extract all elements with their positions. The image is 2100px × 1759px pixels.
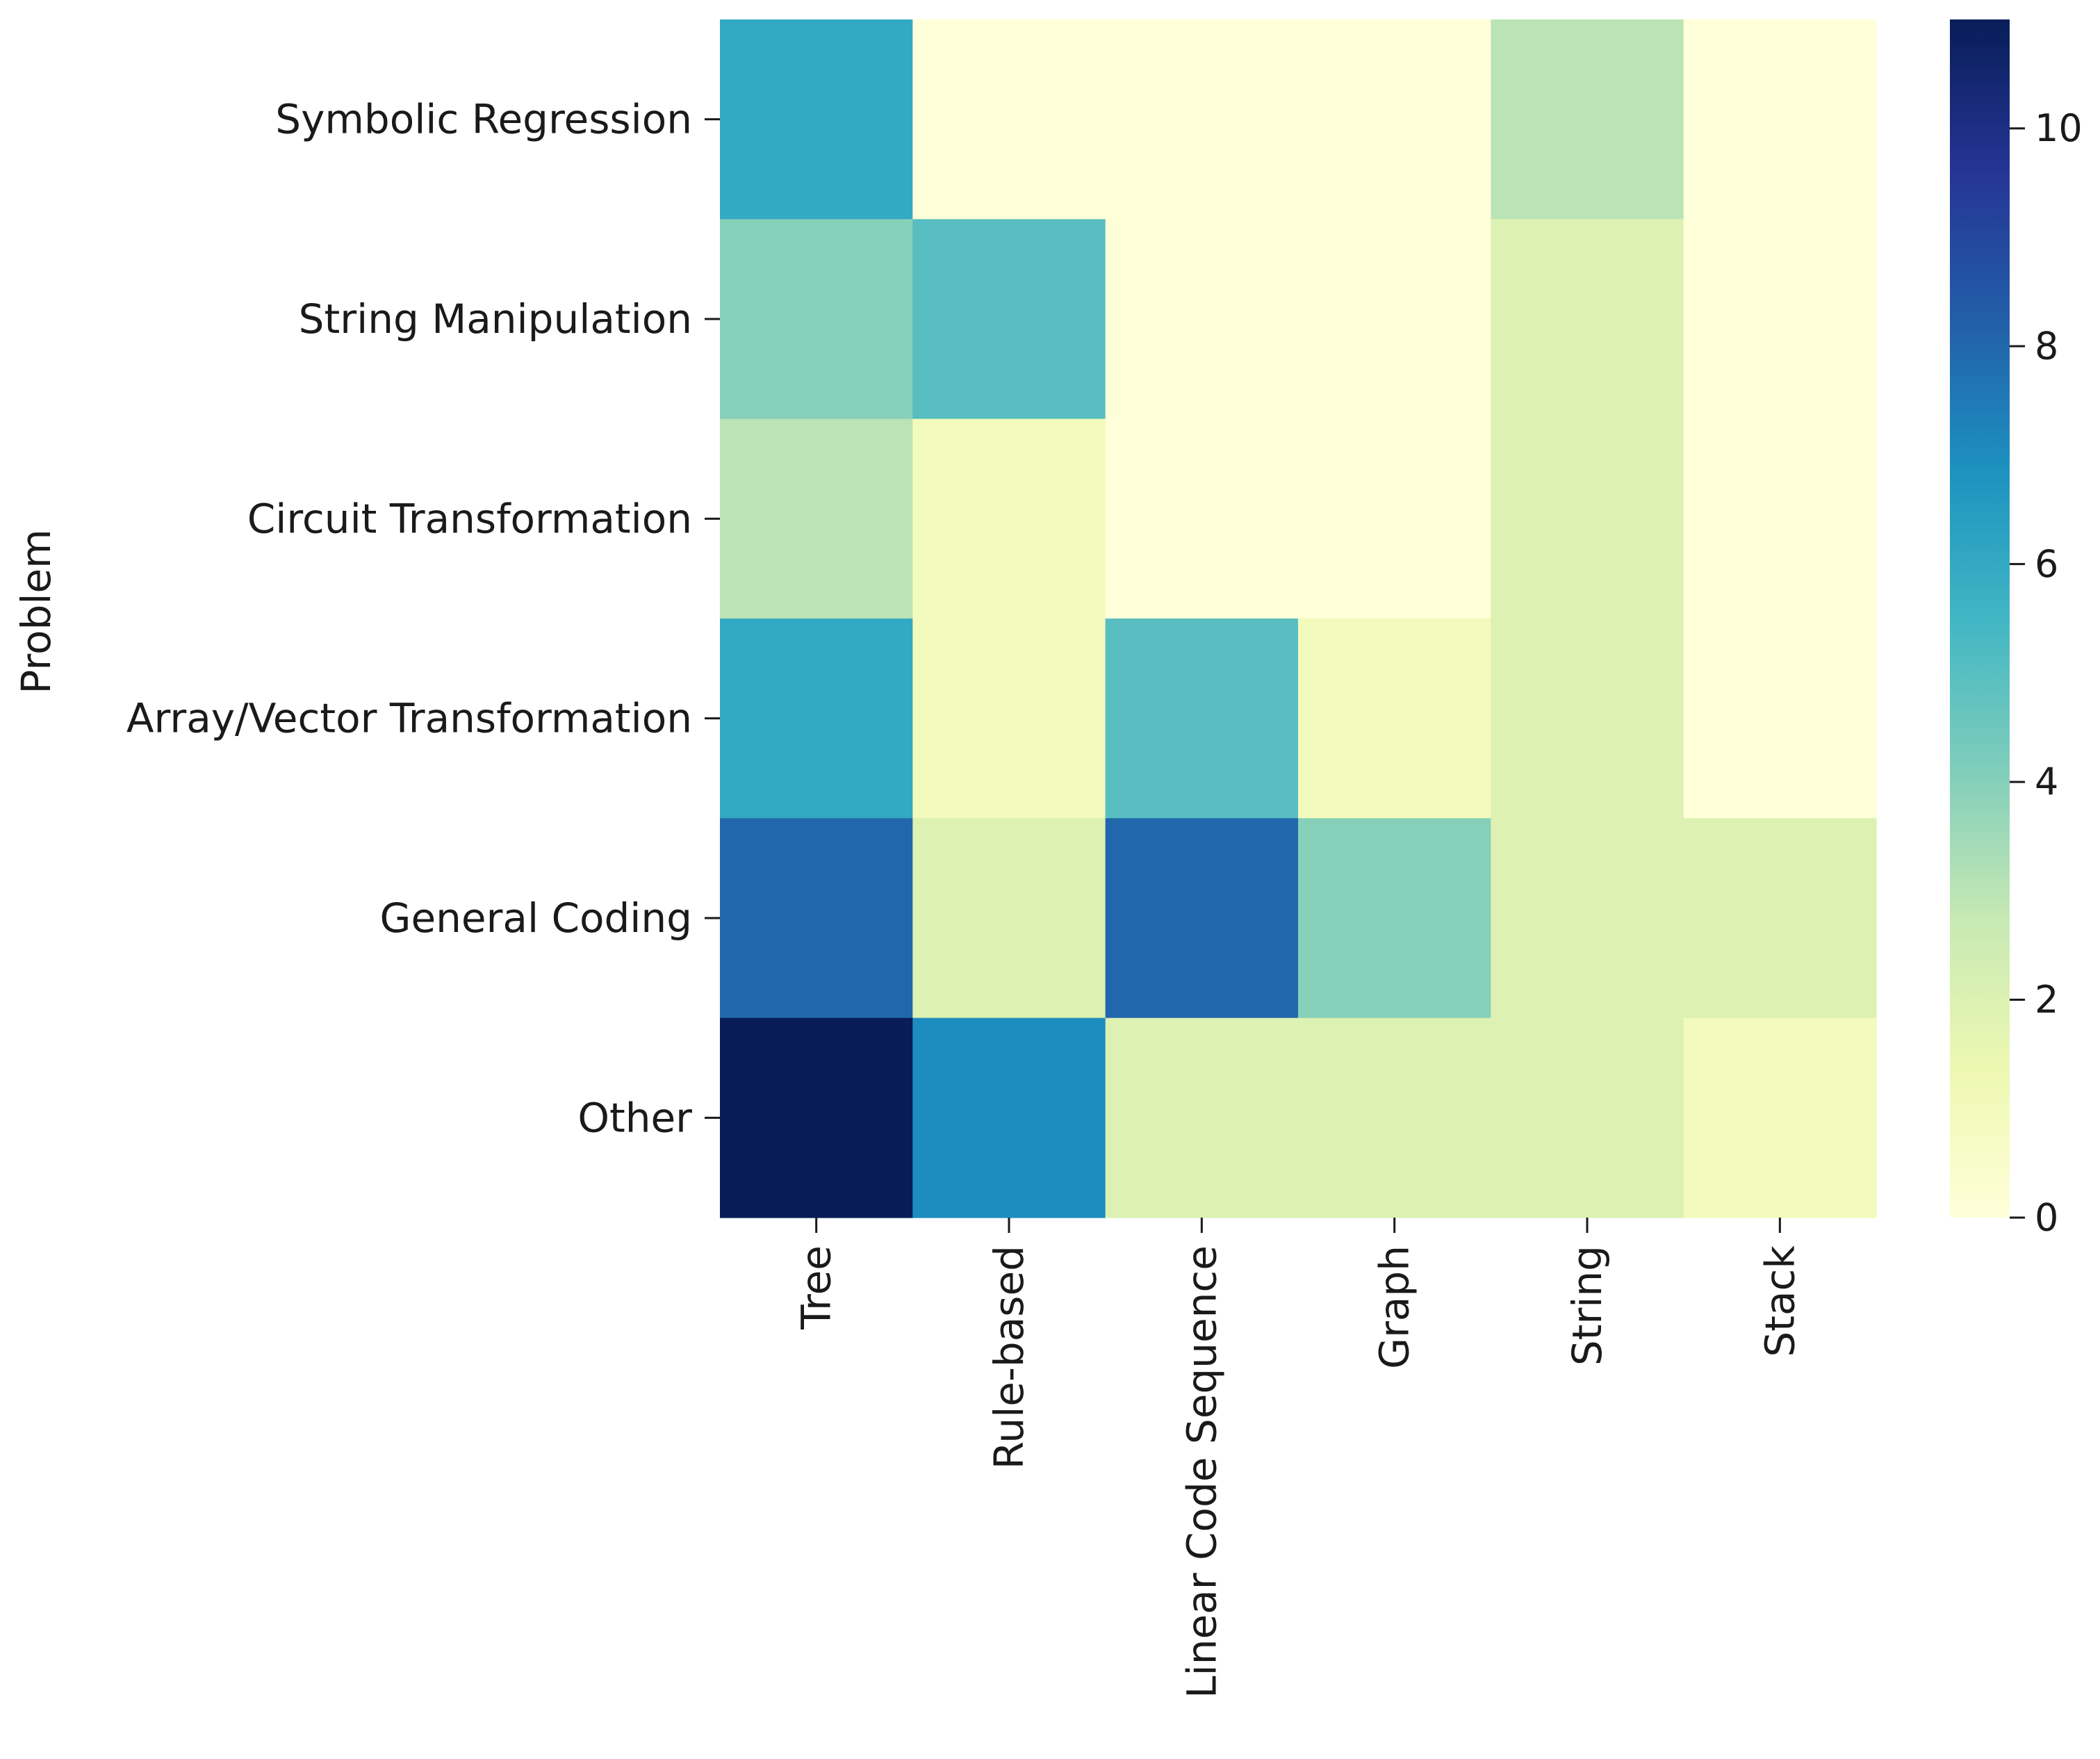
heatmap-cell (1298, 418, 1491, 619)
colorbar-tick-label: 2 (2035, 978, 2058, 1022)
heatmap-cell (1105, 418, 1299, 619)
y-tick-label: Array/Vector Transformation (126, 695, 692, 742)
heatmap-cells (720, 19, 1877, 1218)
x-tick-label: Rule-based (985, 1245, 1033, 1469)
heatmap-cell (912, 619, 1106, 819)
heatmap-cell (1491, 19, 1684, 220)
heatmap-cell (1683, 619, 1877, 819)
colorbar-tick-label: 8 (2035, 325, 2058, 368)
colorbar-tick-label: 0 (2035, 1196, 2058, 1240)
heatmap-cell (1105, 619, 1299, 819)
x-axis-ticks: Tree Rule-based Linear Code Sequence Graph S… (793, 1218, 1803, 1699)
heatmap-cell (912, 818, 1106, 1019)
y-tick-label: General Coding (380, 894, 693, 942)
heatmap-cell (1298, 619, 1491, 819)
heatmap-cell (1298, 219, 1491, 420)
heatmap-cell (720, 418, 913, 619)
heatmap-cell (1298, 19, 1491, 220)
heatmap-cell (1683, 418, 1877, 619)
y-axis-label: Problem (13, 529, 60, 694)
x-tick-label: Tree (793, 1245, 840, 1330)
heatmap-cell (1298, 1017, 1491, 1218)
y-tick-label: Other (577, 1094, 692, 1141)
heatmap-cell (1105, 19, 1299, 220)
colorbar (1950, 19, 2010, 1218)
heatmap-cell (1105, 219, 1299, 420)
y-axis-ticks: Symbolic Regression String Manipulation Ci… (126, 96, 720, 1141)
heatmap-cell (720, 19, 913, 220)
x-tick-label: Linear Code Sequence (1178, 1245, 1225, 1699)
colorbar-tick-label: 10 (2035, 106, 2083, 150)
heatmap-cell (1683, 818, 1877, 1019)
heatmap-cell (1298, 818, 1491, 1019)
x-tick-label: String (1564, 1245, 1611, 1366)
heatmap-cell (1491, 219, 1684, 420)
heatmap-cell (1491, 818, 1684, 1019)
heatmap-cell (1491, 1017, 1684, 1218)
heatmap-cell (720, 1017, 913, 1218)
heatmap-cell (912, 418, 1106, 619)
colorbar-ticks: 0 2 4 6 8 10 (2010, 106, 2083, 1240)
heatmap-cell (720, 219, 913, 420)
x-tick-label: Stack (1756, 1245, 1803, 1357)
colorbar-tick-label: 6 (2035, 542, 2058, 586)
heatmap-cell (1683, 219, 1877, 420)
heatmap-cell (912, 1017, 1106, 1218)
heatmap-cell (720, 818, 913, 1019)
y-tick-label: String Manipulation (299, 295, 692, 343)
heatmap-cell (912, 19, 1106, 220)
heatmap-cell (1105, 818, 1299, 1019)
heatmap-cell (1683, 19, 1877, 220)
heatmap-cell (1105, 1017, 1299, 1218)
y-tick-label: Symbolic Regression (275, 96, 692, 143)
heatmap-cell (720, 619, 913, 819)
heatmap-cell (912, 219, 1106, 420)
heatmap-cell (1491, 619, 1684, 819)
colorbar-tick-label: 4 (2035, 760, 2058, 804)
y-tick-label: Circuit Transformation (247, 495, 692, 542)
heatmap-cell (1683, 1017, 1877, 1218)
x-tick-label: Graph (1371, 1245, 1418, 1369)
heatmap-cell (1491, 418, 1684, 619)
